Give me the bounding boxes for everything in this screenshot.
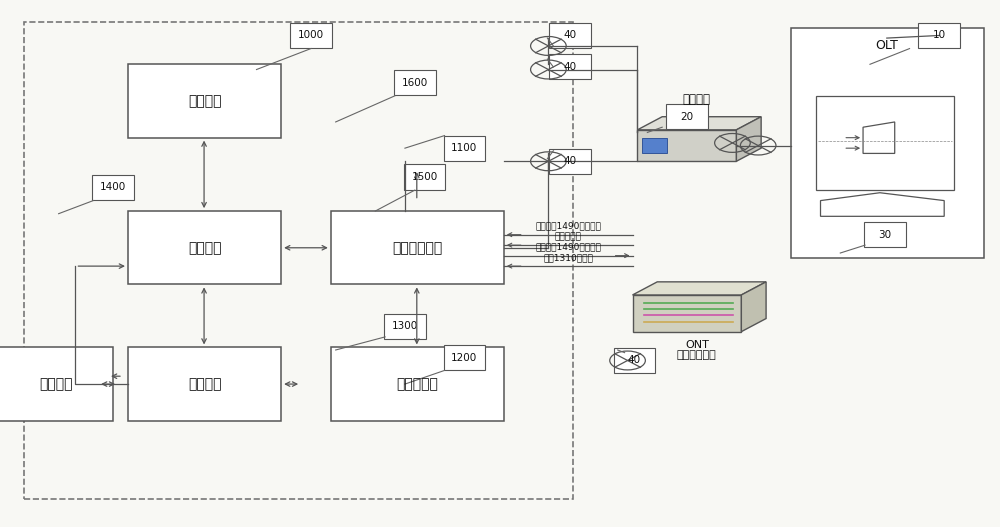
Text: 1300: 1300 bbox=[392, 321, 418, 331]
Text: 40: 40 bbox=[564, 62, 577, 72]
FancyBboxPatch shape bbox=[384, 314, 426, 339]
Text: 10: 10 bbox=[933, 31, 946, 41]
Polygon shape bbox=[863, 122, 895, 153]
FancyBboxPatch shape bbox=[92, 175, 134, 200]
Polygon shape bbox=[741, 282, 766, 331]
Text: 判定单元: 判定单元 bbox=[39, 377, 73, 391]
FancyBboxPatch shape bbox=[444, 345, 485, 370]
Text: 1200: 1200 bbox=[451, 353, 477, 363]
FancyBboxPatch shape bbox=[0, 347, 113, 421]
FancyBboxPatch shape bbox=[637, 130, 736, 161]
Polygon shape bbox=[736, 116, 761, 161]
Text: 1100: 1100 bbox=[451, 143, 477, 153]
Text: 1600: 1600 bbox=[402, 77, 428, 87]
Text: 30: 30 bbox=[878, 230, 891, 240]
FancyBboxPatch shape bbox=[816, 96, 954, 190]
Text: ONT: ONT bbox=[685, 339, 709, 349]
Text: 1400: 1400 bbox=[100, 182, 126, 192]
Polygon shape bbox=[821, 193, 944, 216]
Polygon shape bbox=[637, 116, 761, 130]
FancyBboxPatch shape bbox=[331, 347, 504, 421]
Text: OLT: OLT bbox=[875, 40, 898, 53]
Text: 计算单元: 计算单元 bbox=[188, 377, 221, 391]
Polygon shape bbox=[633, 282, 766, 295]
Text: 局端下行1490光源信号: 局端下行1490光源信号 bbox=[535, 242, 601, 251]
FancyBboxPatch shape bbox=[549, 54, 591, 80]
Text: 光路分配单元: 光路分配单元 bbox=[392, 241, 442, 255]
FancyBboxPatch shape bbox=[394, 70, 436, 95]
Text: 光分路器: 光分路器 bbox=[683, 93, 711, 106]
FancyBboxPatch shape bbox=[642, 138, 667, 153]
Text: 40: 40 bbox=[564, 157, 577, 167]
FancyBboxPatch shape bbox=[614, 348, 655, 373]
FancyBboxPatch shape bbox=[633, 295, 741, 331]
Text: 1000: 1000 bbox=[298, 31, 324, 41]
Text: 1500: 1500 bbox=[412, 172, 438, 182]
Text: 光接收单元: 光接收单元 bbox=[396, 377, 438, 391]
FancyBboxPatch shape bbox=[791, 27, 984, 258]
Text: 控制单元: 控制单元 bbox=[188, 241, 221, 255]
Text: 40: 40 bbox=[564, 31, 577, 41]
Text: 局端下行1490光源信号: 局端下行1490光源信号 bbox=[535, 221, 601, 230]
FancyBboxPatch shape bbox=[331, 211, 504, 285]
Text: 用户终端设备: 用户终端设备 bbox=[677, 350, 717, 360]
FancyBboxPatch shape bbox=[128, 64, 281, 138]
FancyBboxPatch shape bbox=[290, 23, 332, 48]
FancyBboxPatch shape bbox=[128, 211, 281, 285]
FancyBboxPatch shape bbox=[666, 104, 708, 129]
FancyBboxPatch shape bbox=[404, 164, 445, 190]
FancyBboxPatch shape bbox=[444, 135, 485, 161]
FancyBboxPatch shape bbox=[549, 149, 591, 174]
FancyBboxPatch shape bbox=[24, 22, 573, 500]
FancyBboxPatch shape bbox=[128, 347, 281, 421]
Text: 40: 40 bbox=[628, 356, 641, 366]
Text: 上行1310光信号: 上行1310光信号 bbox=[543, 253, 593, 262]
FancyBboxPatch shape bbox=[918, 23, 960, 48]
Text: 20: 20 bbox=[680, 112, 693, 122]
Text: 显示单元: 显示单元 bbox=[188, 94, 221, 108]
Text: 反射光信号: 反射光信号 bbox=[555, 232, 582, 241]
FancyBboxPatch shape bbox=[549, 23, 591, 48]
FancyBboxPatch shape bbox=[864, 222, 906, 247]
